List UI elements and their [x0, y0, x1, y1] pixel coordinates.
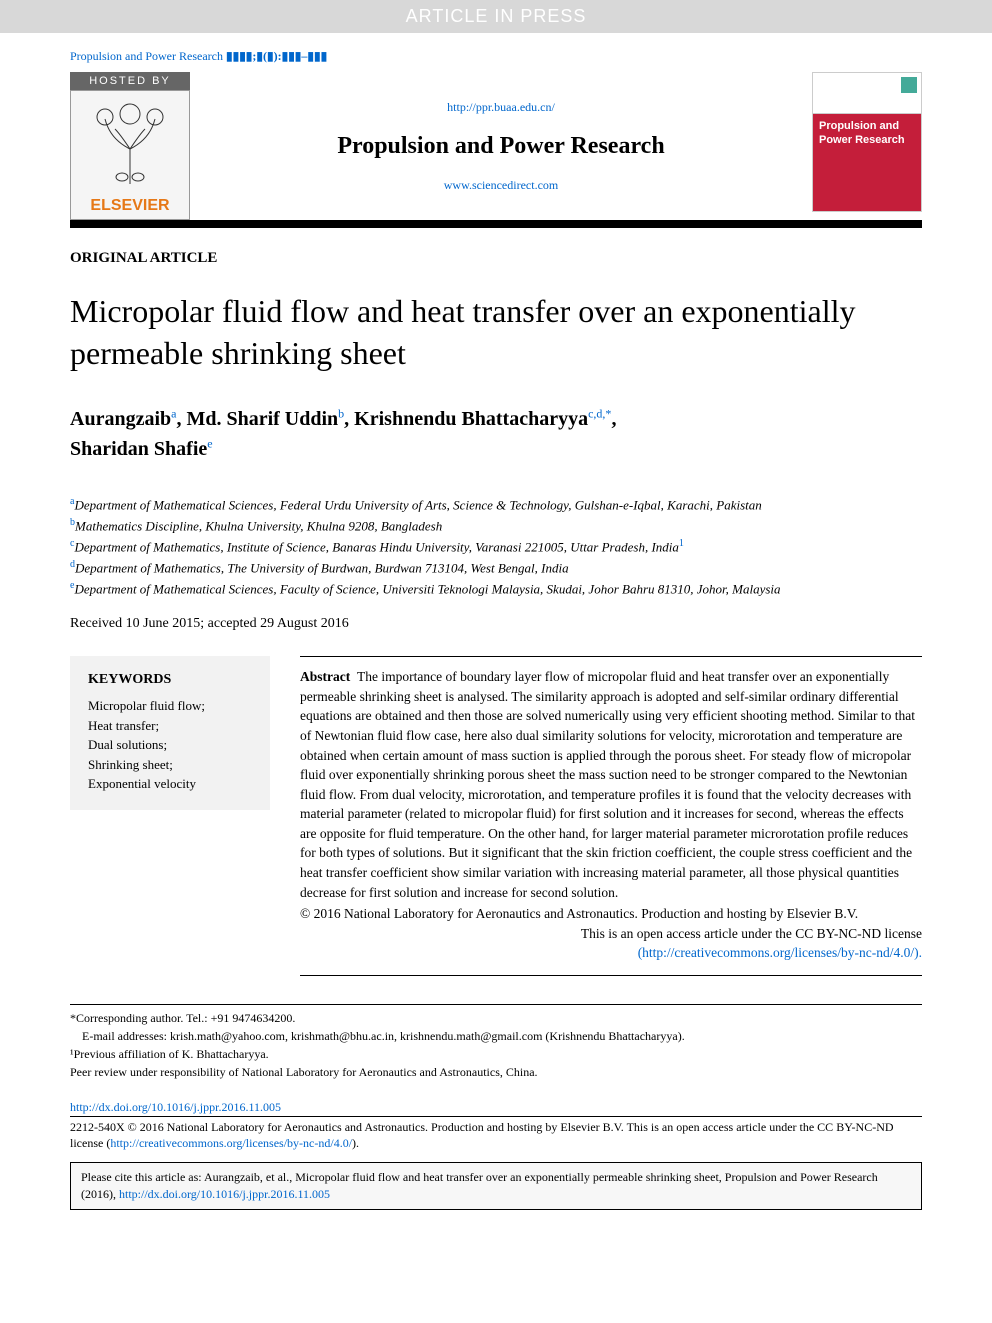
author-list: Aurangzaiba, Md. Sharif Uddinb, Krishnen… [70, 404, 922, 464]
journal-header: HOSTED BY ELSEVIER http://ppr.buaa.edu.c… [70, 72, 922, 228]
hosted-by-label: HOSTED BY [70, 72, 190, 90]
peer-review: Peer review under responsibility of Nati… [70, 1063, 922, 1081]
journal-cover[interactable]: Propulsion and Power Research [812, 72, 922, 212]
journal-url-bottom[interactable]: www.sciencedirect.com [190, 178, 812, 193]
doi-link[interactable]: http://dx.doi.org/10.1016/j.jppr.2016.11… [70, 1100, 281, 1114]
article-dates: Received 10 June 2015; accepted 29 Augus… [70, 616, 922, 632]
journal-url-top[interactable]: http://ppr.buaa.edu.cn/ [190, 100, 812, 115]
author: Krishnendu Bhattacharyya [354, 408, 588, 430]
citation-box: Please cite this article as: Aurangzaib,… [70, 1162, 922, 1210]
author-sup[interactable]: b [338, 407, 344, 421]
elsevier-tree-icon [71, 91, 189, 197]
abstract-body: The importance of boundary layer flow of… [300, 669, 915, 899]
affiliation: eDepartment of Mathematical Sciences, Fa… [70, 578, 922, 599]
citation-placeholder: ▮▮▮▮;▮(▮):▮▮▮–▮▮▮ [226, 49, 327, 63]
abstract-head: Abstract [300, 669, 350, 684]
article-in-press-banner: ARTICLE IN PRESS [0, 0, 992, 33]
affiliation: bMathematics Discipline, Khulna Universi… [70, 515, 922, 536]
footnote-1: ¹Previous affiliation of K. Bhattacharyy… [70, 1045, 922, 1063]
affiliation: aDepartment of Mathematical Sciences, Fe… [70, 494, 922, 515]
journal-title: Propulsion and Power Research [190, 133, 812, 160]
journal-center: http://ppr.buaa.edu.cn/ Propulsion and P… [190, 72, 812, 220]
abstract: Abstract The importance of boundary laye… [300, 656, 922, 975]
affiliation: cDepartment of Mathematics, Institute of… [70, 536, 922, 557]
cover-corner-icon [901, 77, 917, 93]
issn-copyright: 2212-540X © 2016 National Laboratory for… [70, 1116, 922, 1153]
article-title: Micropolar fluid flow and heat transfer … [70, 291, 922, 374]
doi-block: http://dx.doi.org/10.1016/j.jppr.2016.11… [70, 1099, 922, 1152]
email-line: E-mail addresses: krish.math@yahoo.com, … [70, 1027, 922, 1045]
author-sup[interactable]: a [171, 407, 176, 421]
keywords-head: KEYWORDS [88, 672, 252, 688]
abstract-license: This is an open access article under the… [300, 924, 922, 963]
elsevier-logo[interactable]: ELSEVIER [70, 90, 190, 220]
author-sup[interactable]: e [207, 437, 212, 451]
keywords-box: KEYWORDS Micropolar fluid flow; Heat tra… [70, 656, 270, 810]
author: Md. Sharif Uddin [186, 408, 338, 430]
author: Aurangzaib [70, 408, 171, 430]
abstract-copyright: © 2016 National Laboratory for Aeronauti… [300, 904, 922, 924]
running-citation: Propulsion and Power Research ▮▮▮▮;▮(▮):… [0, 33, 992, 72]
article-type: ORIGINAL ARTICLE [70, 250, 922, 267]
hosted-by-block: HOSTED BY ELSEVIER [70, 72, 190, 220]
cite-doi-link[interactable]: http://dx.doi.org/10.1016/j.jppr.2016.11… [119, 1187, 330, 1201]
citation-prefix: Propulsion and Power Research [70, 49, 226, 63]
keywords-list: Micropolar fluid flow; Heat transfer; Du… [88, 696, 252, 794]
license-link[interactable]: (http://creativecommons.org/licenses/by-… [638, 945, 922, 960]
author: Sharidan Shafie [70, 438, 207, 460]
cover-top [813, 73, 921, 114]
abstract-section: KEYWORDS Micropolar fluid flow; Heat tra… [70, 656, 922, 975]
elsevier-text: ELSEVIER [90, 197, 169, 219]
author-sup[interactable]: c,d,* [588, 407, 611, 421]
cover-title: Propulsion and Power Research [813, 114, 921, 152]
footnotes: *Corresponding author. Tel.: +91 9474634… [70, 1004, 922, 1081]
corresponding-author: *Corresponding author. Tel.: +91 9474634… [70, 1009, 922, 1027]
affiliation: dDepartment of Mathematics, The Universi… [70, 557, 922, 578]
license-link-bottom[interactable]: http://creativecommons.org/licenses/by-n… [110, 1136, 352, 1150]
affiliation-list: aDepartment of Mathematical Sciences, Fe… [70, 494, 922, 598]
